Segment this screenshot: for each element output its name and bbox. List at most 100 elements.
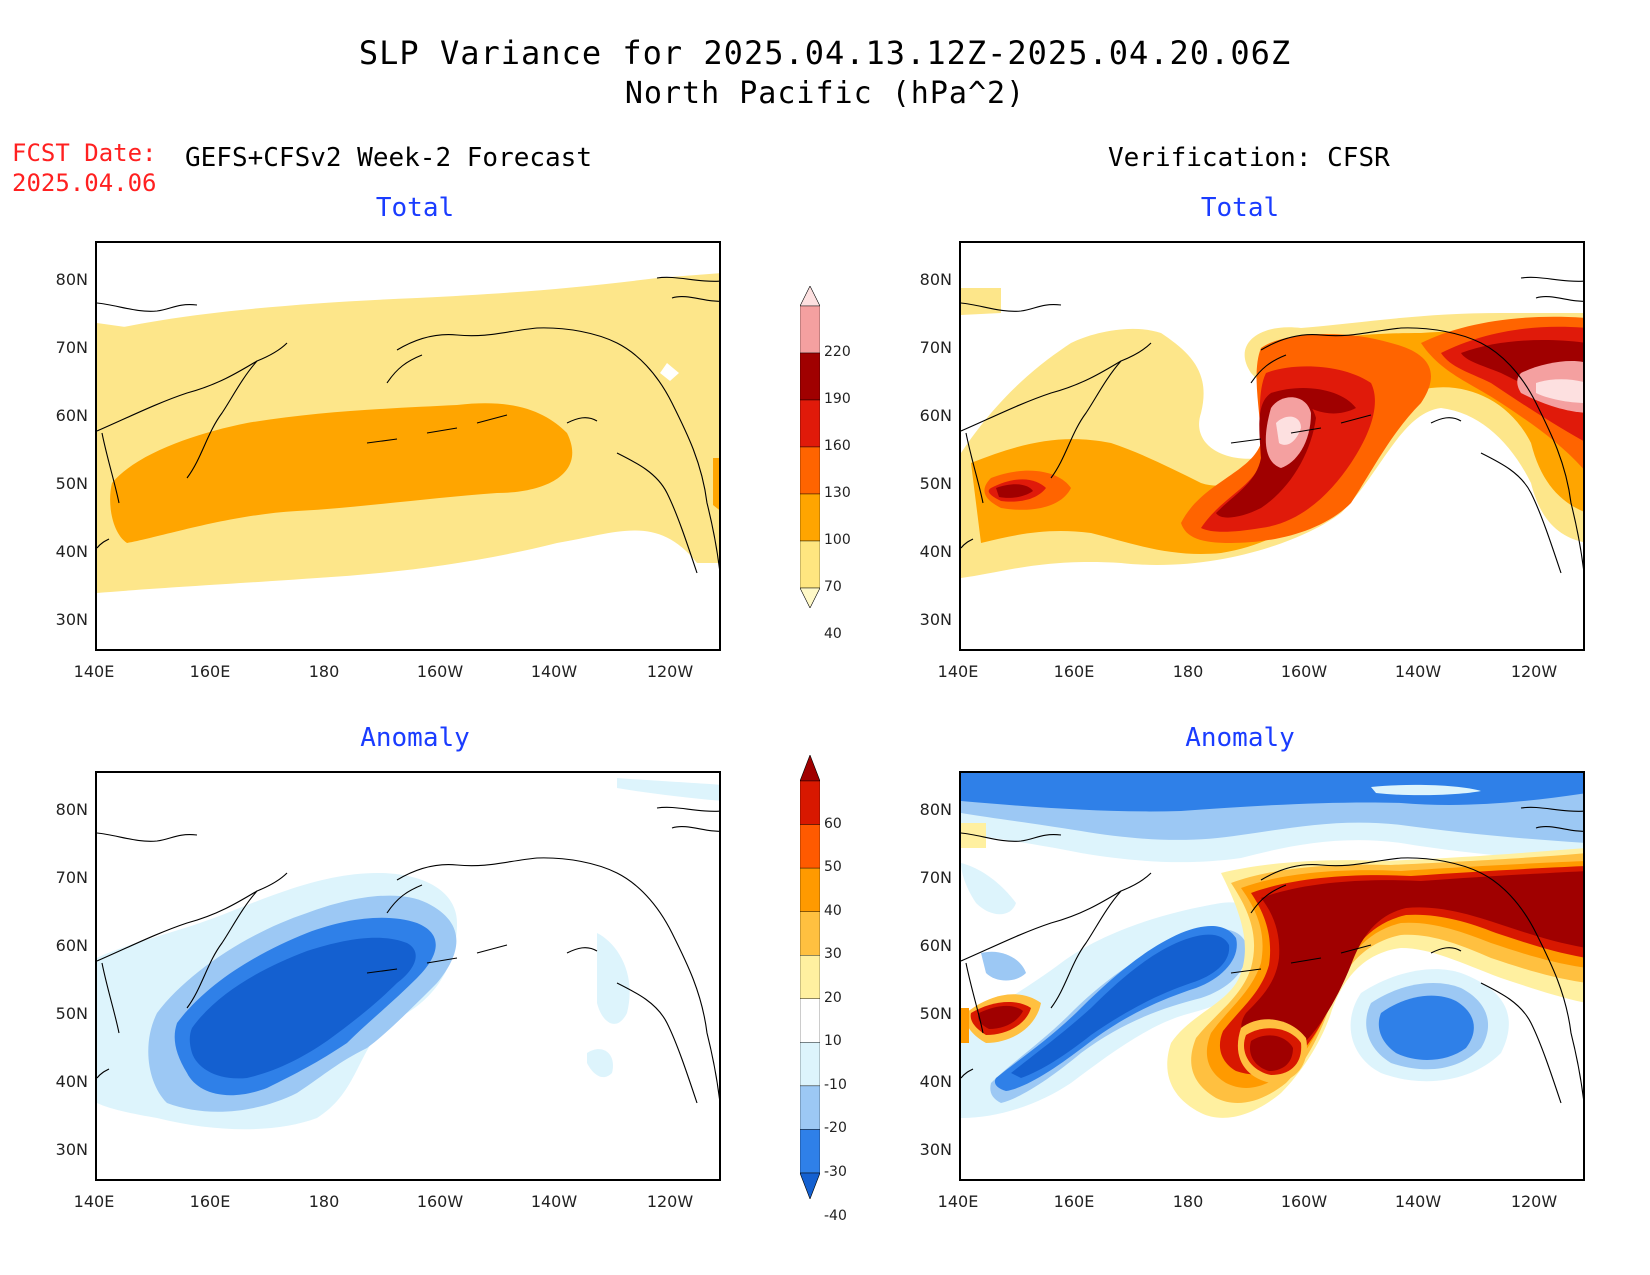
map-forecast-total <box>95 241 721 651</box>
forecast-total-contours <box>97 273 719 593</box>
colorbar-swatch <box>799 780 821 825</box>
tr-lat-label-3: 50N <box>919 474 952 493</box>
tr-lat-label-0: 80N <box>919 270 952 289</box>
colorbar-swatch <box>799 955 821 999</box>
br-lat-label-3: 50N <box>919 1004 952 1023</box>
colorbar-swatch <box>799 399 821 448</box>
total-colorbar-svg <box>799 285 821 609</box>
colorbar-swatch <box>799 352 821 401</box>
colorbar-swatch <box>799 1085 821 1130</box>
colorbar-level-label: -20 <box>824 1120 847 1137</box>
bl-lon-label-0: 140E <box>73 1192 115 1211</box>
colorbar-level-label: 10 <box>824 1033 842 1050</box>
bl-panel-title: Anomaly <box>360 723 470 753</box>
colorbar-level-label: 40 <box>824 626 842 642</box>
colorbar-swatch <box>799 824 821 869</box>
tr-panel-title: Total <box>1200 193 1280 223</box>
br-lat-label-0: 80N <box>919 800 952 819</box>
colorbar-swatch <box>799 867 821 912</box>
tl-lon-label-4: 140W <box>530 662 578 681</box>
forecast-anomaly-contours <box>97 778 719 1130</box>
tr-lat-label-5: 30N <box>919 610 952 629</box>
br-lon-label-5: 120W <box>1510 1192 1558 1211</box>
colorbar-level-label: 160 <box>824 438 851 454</box>
tl-lon-label-3: 160W <box>416 662 464 681</box>
tr-lon-label-0: 140E <box>937 662 979 681</box>
tl-lat-label-0: 80N <box>55 270 88 289</box>
br-lat-label-1: 70N <box>919 868 952 887</box>
tl-lon-label-2: 180 <box>308 662 340 681</box>
anomaly-colorbar-svg <box>799 754 821 1200</box>
tl-lat-label-5: 30N <box>55 610 88 629</box>
colorbar-bottom-arrow <box>799 1172 821 1200</box>
right-model-title: Verification: CFSR <box>1108 143 1390 173</box>
bl-lat-label-4: 40N <box>55 1072 88 1091</box>
map-verification-total <box>959 241 1585 651</box>
br-lat-label-4: 40N <box>919 1072 952 1091</box>
tl-lon-label-5: 120W <box>646 662 694 681</box>
colorbar-swatch <box>799 1129 821 1174</box>
colorbar-swatch <box>799 998 821 1043</box>
verification-anomaly-contours <box>961 773 1583 1118</box>
bl-lon-label-5: 120W <box>646 1192 694 1211</box>
colorbar-level-label: 100 <box>824 532 851 548</box>
colorbar-swatch <box>799 305 821 354</box>
tl-lat-label-2: 60N <box>55 406 88 425</box>
colorbar-level-label: 130 <box>824 485 851 501</box>
colorbar-top-arrow <box>799 285 821 307</box>
colorbar-swatch <box>799 1042 821 1087</box>
br-lat-label-5: 30N <box>919 1140 952 1159</box>
map-verification-anomaly <box>959 771 1585 1181</box>
colorbar-swatch <box>799 911 821 956</box>
tr-lon-label-1: 160E <box>1053 662 1095 681</box>
br-lon-label-0: 140E <box>937 1192 979 1211</box>
bl-lon-label-1: 160E <box>189 1192 231 1211</box>
br-lon-label-1: 160E <box>1053 1192 1095 1211</box>
tr-lat-label-1: 70N <box>919 338 952 357</box>
colorbar-level-label: -30 <box>824 1164 847 1180</box>
br-lon-label-2: 180 <box>1172 1192 1204 1211</box>
tr-lat-label-4: 40N <box>919 542 952 561</box>
main-subtitle: North Pacific (hPa^2) <box>624 76 1026 111</box>
tr-lon-label-3: 160W <box>1280 662 1328 681</box>
colorbar-swatch <box>799 446 821 495</box>
tr-lon-label-2: 180 <box>1172 662 1204 681</box>
colorbar-level-label: 70 <box>824 579 842 595</box>
tr-lon-label-4: 140W <box>1394 662 1442 681</box>
colorbar-level-label: 40 <box>824 902 842 919</box>
br-panel-title: Anomaly <box>1185 723 1295 753</box>
tr-lon-label-5: 120W <box>1510 662 1558 681</box>
bl-lat-label-0: 80N <box>55 800 88 819</box>
bl-lon-label-2: 180 <box>308 1192 340 1211</box>
colorbar-level-label: 30 <box>824 946 842 963</box>
total-colorbar <box>799 285 821 609</box>
bl-lon-label-4: 140W <box>530 1192 578 1211</box>
colorbar-level-label: -10 <box>824 1076 847 1093</box>
tl-lat-label-4: 40N <box>55 542 88 561</box>
colorbar-level-label: -40 <box>824 1207 847 1224</box>
bl-lat-label-5: 30N <box>55 1140 88 1159</box>
colorbar-level-label: 190 <box>824 391 851 407</box>
main-title: SLP Variance for 2025.04.13.12Z-2025.04.… <box>358 34 1292 72</box>
colorbar-swatch <box>799 493 821 542</box>
colorbar-level-label: 220 <box>824 344 851 360</box>
left-model-title: GEFS+CFSv2 Week-2 Forecast <box>185 143 592 173</box>
fcst-date-block: FCST Date: 2025.04.06 <box>12 138 157 198</box>
bl-lat-label-2: 60N <box>55 936 88 955</box>
tl-lat-label-3: 50N <box>55 474 88 493</box>
tr-lat-label-2: 60N <box>919 406 952 425</box>
bl-lat-label-1: 70N <box>55 868 88 887</box>
colorbar-level-label: 20 <box>824 989 842 1006</box>
tl-panel-title: Total <box>375 193 455 223</box>
br-lon-label-4: 140W <box>1394 1192 1442 1211</box>
colorbar-level-label: 50 <box>824 859 842 876</box>
map-forecast-anomaly <box>95 771 721 1181</box>
bl-lat-label-3: 50N <box>55 1004 88 1023</box>
verification-total-contours <box>961 276 1583 578</box>
bl-lon-label-3: 160W <box>416 1192 464 1211</box>
tl-lat-label-1: 70N <box>55 338 88 357</box>
tl-lon-label-1: 160E <box>189 662 231 681</box>
fcst-date: 2025.04.06 <box>12 169 157 197</box>
fcst-label: FCST Date: <box>12 139 157 167</box>
br-lat-label-2: 60N <box>919 936 952 955</box>
